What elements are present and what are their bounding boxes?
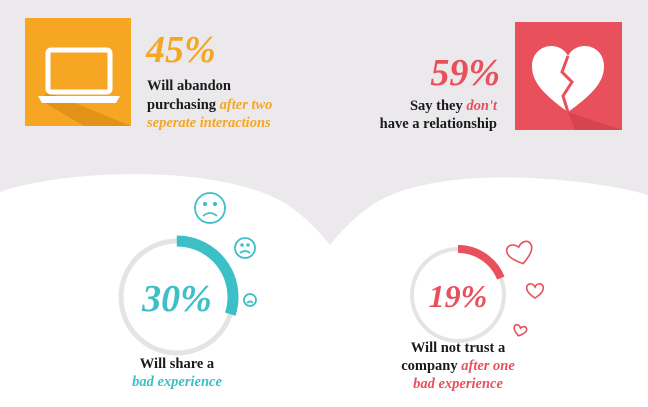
donut-arc	[408, 245, 508, 345]
stat-text: Say they don't	[410, 98, 498, 114]
top-background	[0, 0, 648, 245]
donut-text: Will share a	[140, 356, 215, 372]
donut-text: bad experience	[132, 374, 222, 390]
text-span: after two	[220, 97, 273, 113]
text-span: bad experience	[413, 376, 503, 392]
heart-tile	[515, 22, 622, 130]
text-span: seperate interactions	[146, 115, 271, 131]
text-span: don't	[466, 98, 498, 114]
donut-value: 30%	[141, 278, 212, 320]
laptop-tile	[25, 18, 131, 126]
small-hearts	[505, 240, 545, 337]
stat-text: have a relationship	[380, 116, 497, 132]
donut-arc	[115, 235, 239, 359]
text-span: bad experience	[132, 374, 222, 390]
donut-text: company after one	[401, 358, 515, 374]
stat-text: Will abandon	[147, 78, 231, 94]
stat-text: seperate interactions	[146, 115, 271, 131]
donut-text: bad experience	[413, 376, 503, 392]
text-span: company	[401, 358, 461, 374]
text-span: have a relationship	[380, 116, 497, 132]
stat-text: purchasing after two	[147, 97, 272, 113]
text-span: Will not trust a	[411, 340, 506, 356]
sad-faces	[194, 192, 257, 307]
text-span: purchasing	[147, 97, 220, 113]
text-span: Say they	[410, 98, 466, 114]
text-span: Will abandon	[147, 78, 231, 94]
stat-value: 45%	[145, 29, 216, 71]
text-span: after one	[461, 358, 515, 374]
text-span: Will share a	[140, 356, 215, 372]
donut-text: Will not trust a	[411, 340, 506, 356]
donut-value: 19%	[429, 278, 488, 314]
stat-value: 59%	[430, 52, 500, 94]
